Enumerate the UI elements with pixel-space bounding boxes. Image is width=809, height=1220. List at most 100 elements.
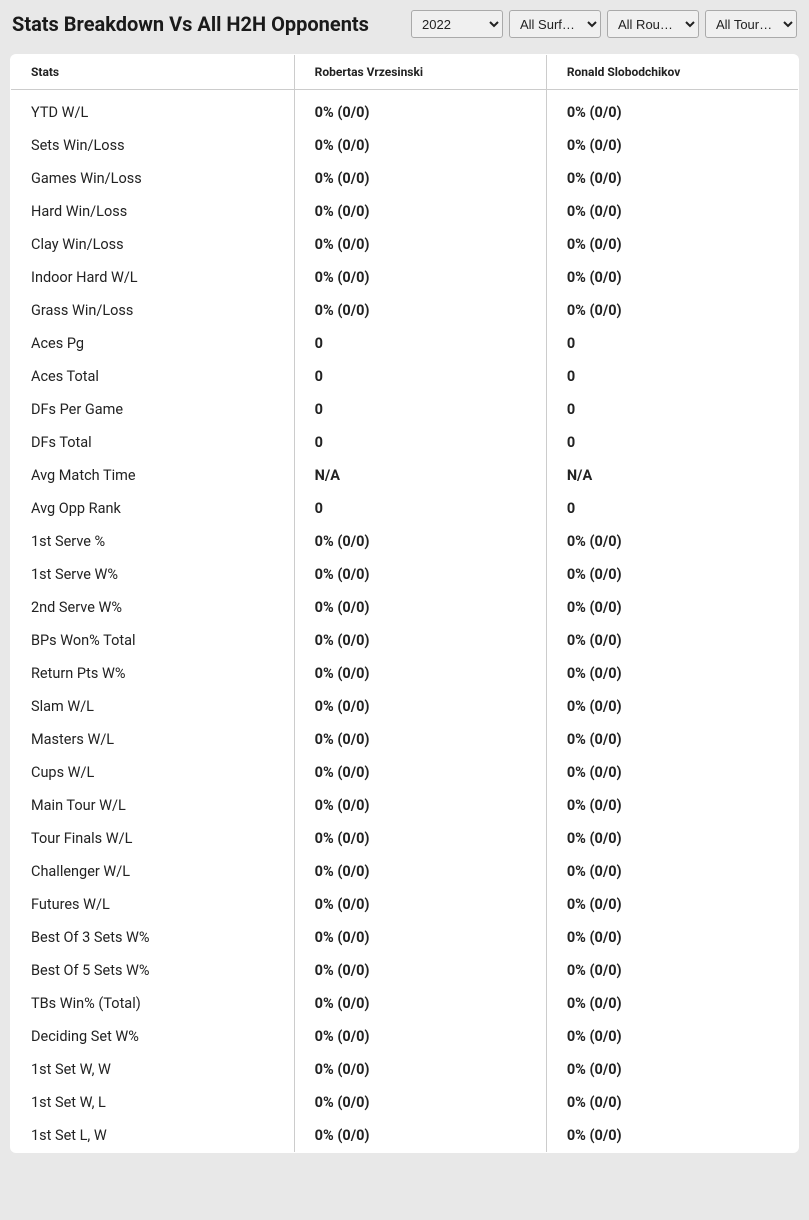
table-row: BPs Won% Total0% (0/0)0% (0/0) — [11, 624, 799, 657]
stat-name-cell: 1st Serve W% — [11, 558, 295, 591]
filter-group: 2022 All Surf… All Rou… All Tour… — [411, 10, 797, 38]
player2-value-cell: 0 — [546, 327, 798, 360]
table-row: Sets Win/Loss0% (0/0)0% (0/0) — [11, 129, 799, 162]
stat-name-cell: Challenger W/L — [11, 855, 295, 888]
table-row: DFs Per Game00 — [11, 393, 799, 426]
table-row: Clay Win/Loss0% (0/0)0% (0/0) — [11, 228, 799, 261]
player1-value-cell: 0% (0/0) — [294, 162, 546, 195]
player1-value-cell: 0% (0/0) — [294, 954, 546, 987]
stat-name-cell: 1st Set W, L — [11, 1086, 295, 1119]
table-row: Indoor Hard W/L0% (0/0)0% (0/0) — [11, 261, 799, 294]
player2-value-cell: 0% (0/0) — [546, 789, 798, 822]
stat-name-cell: 1st Set L, W — [11, 1119, 295, 1153]
player1-value-cell: 0% (0/0) — [294, 987, 546, 1020]
player2-value-cell: 0% (0/0) — [546, 921, 798, 954]
stat-name-cell: Hard Win/Loss — [11, 195, 295, 228]
stat-name-cell: Slam W/L — [11, 690, 295, 723]
table-row: Avg Opp Rank00 — [11, 492, 799, 525]
player2-value-cell: 0% (0/0) — [546, 294, 798, 327]
stat-name-cell: Indoor Hard W/L — [11, 261, 295, 294]
table-row: Cups W/L0% (0/0)0% (0/0) — [11, 756, 799, 789]
player1-value-cell: 0% (0/0) — [294, 624, 546, 657]
player2-value-cell: 0% (0/0) — [546, 228, 798, 261]
player2-value-cell: 0% (0/0) — [546, 657, 798, 690]
player2-value-cell: 0% (0/0) — [546, 756, 798, 789]
player2-value-cell: 0% (0/0) — [546, 90, 798, 130]
surface-filter[interactable]: All Surf… — [509, 10, 601, 38]
table-row: Challenger W/L0% (0/0)0% (0/0) — [11, 855, 799, 888]
player1-value-cell: 0% (0/0) — [294, 789, 546, 822]
player2-value-cell: 0% (0/0) — [546, 1020, 798, 1053]
player1-value-cell: 0% (0/0) — [294, 921, 546, 954]
table-row: 1st Serve %0% (0/0)0% (0/0) — [11, 525, 799, 558]
stat-name-cell: Return Pts W% — [11, 657, 295, 690]
table-row: 1st Set W, L0% (0/0)0% (0/0) — [11, 1086, 799, 1119]
player2-value-cell: 0% (0/0) — [546, 1053, 798, 1086]
round-filter[interactable]: All Rou… — [607, 10, 699, 38]
player1-value-cell: 0% (0/0) — [294, 855, 546, 888]
player2-value-cell: 0 — [546, 492, 798, 525]
table-row: Grass Win/Loss0% (0/0)0% (0/0) — [11, 294, 799, 327]
player2-value-cell: 0% (0/0) — [546, 525, 798, 558]
player2-value-cell: 0 — [546, 393, 798, 426]
player1-value-cell: 0 — [294, 327, 546, 360]
table-row: Main Tour W/L0% (0/0)0% (0/0) — [11, 789, 799, 822]
player2-value-cell: 0% (0/0) — [546, 591, 798, 624]
player1-value-cell: 0 — [294, 492, 546, 525]
player1-value-cell: 0 — [294, 393, 546, 426]
player1-value-cell: 0% (0/0) — [294, 228, 546, 261]
player2-value-cell: 0% (0/0) — [546, 954, 798, 987]
stat-name-cell: Best Of 5 Sets W% — [11, 954, 295, 987]
player1-value-cell: 0 — [294, 426, 546, 459]
stat-name-cell: Masters W/L — [11, 723, 295, 756]
player2-value-cell: 0 — [546, 360, 798, 393]
player1-value-cell: 0% (0/0) — [294, 756, 546, 789]
player1-value-cell: 0% (0/0) — [294, 525, 546, 558]
player2-value-cell: 0% (0/0) — [546, 624, 798, 657]
stats-table: Stats Robertas Vrzesinski Ronald Slobodc… — [10, 54, 799, 1153]
player1-value-cell: 0% (0/0) — [294, 90, 546, 130]
stat-name-cell: TBs Win% (Total) — [11, 987, 295, 1020]
column-header-player1: Robertas Vrzesinski — [294, 55, 546, 90]
player2-value-cell: 0% (0/0) — [546, 855, 798, 888]
stat-name-cell: Grass Win/Loss — [11, 294, 295, 327]
stat-name-cell: DFs Per Game — [11, 393, 295, 426]
tour-filter[interactable]: All Tour… — [705, 10, 797, 38]
stat-name-cell: Tour Finals W/L — [11, 822, 295, 855]
player1-value-cell: 0% (0/0) — [294, 1020, 546, 1053]
stat-name-cell: Cups W/L — [11, 756, 295, 789]
stat-name-cell: Best Of 3 Sets W% — [11, 921, 295, 954]
table-row: Masters W/L0% (0/0)0% (0/0) — [11, 723, 799, 756]
player2-value-cell: 0% (0/0) — [546, 1086, 798, 1119]
player1-value-cell: 0% (0/0) — [294, 195, 546, 228]
page-title: Stats Breakdown Vs All H2H Opponents — [12, 12, 369, 36]
player1-value-cell: 0% (0/0) — [294, 822, 546, 855]
player2-value-cell: 0% (0/0) — [546, 987, 798, 1020]
player1-value-cell: 0 — [294, 360, 546, 393]
table-row: 1st Set L, W0% (0/0)0% (0/0) — [11, 1119, 799, 1153]
table-row: Games Win/Loss0% (0/0)0% (0/0) — [11, 162, 799, 195]
player2-value-cell: 0% (0/0) — [546, 1119, 798, 1153]
table-row: 1st Serve W%0% (0/0)0% (0/0) — [11, 558, 799, 591]
table-row: 2nd Serve W%0% (0/0)0% (0/0) — [11, 591, 799, 624]
stat-name-cell: Aces Pg — [11, 327, 295, 360]
stat-name-cell: Aces Total — [11, 360, 295, 393]
player2-value-cell: 0% (0/0) — [546, 261, 798, 294]
table-row: Tour Finals W/L0% (0/0)0% (0/0) — [11, 822, 799, 855]
stat-name-cell: Games Win/Loss — [11, 162, 295, 195]
table-row: Hard Win/Loss0% (0/0)0% (0/0) — [11, 195, 799, 228]
player1-value-cell: 0% (0/0) — [294, 888, 546, 921]
player1-value-cell: N/A — [294, 459, 546, 492]
table-row: Aces Total00 — [11, 360, 799, 393]
player2-value-cell: 0% (0/0) — [546, 195, 798, 228]
stat-name-cell: Deciding Set W% — [11, 1020, 295, 1053]
stat-name-cell: 2nd Serve W% — [11, 591, 295, 624]
table-row: TBs Win% (Total)0% (0/0)0% (0/0) — [11, 987, 799, 1020]
table-wrapper: Stats Robertas Vrzesinski Ronald Slobodc… — [0, 48, 809, 1165]
year-filter[interactable]: 2022 — [411, 10, 503, 38]
player1-value-cell: 0% (0/0) — [294, 558, 546, 591]
player2-value-cell: 0% (0/0) — [546, 558, 798, 591]
player1-value-cell: 0% (0/0) — [294, 723, 546, 756]
table-row: Futures W/L0% (0/0)0% (0/0) — [11, 888, 799, 921]
player1-value-cell: 0% (0/0) — [294, 294, 546, 327]
